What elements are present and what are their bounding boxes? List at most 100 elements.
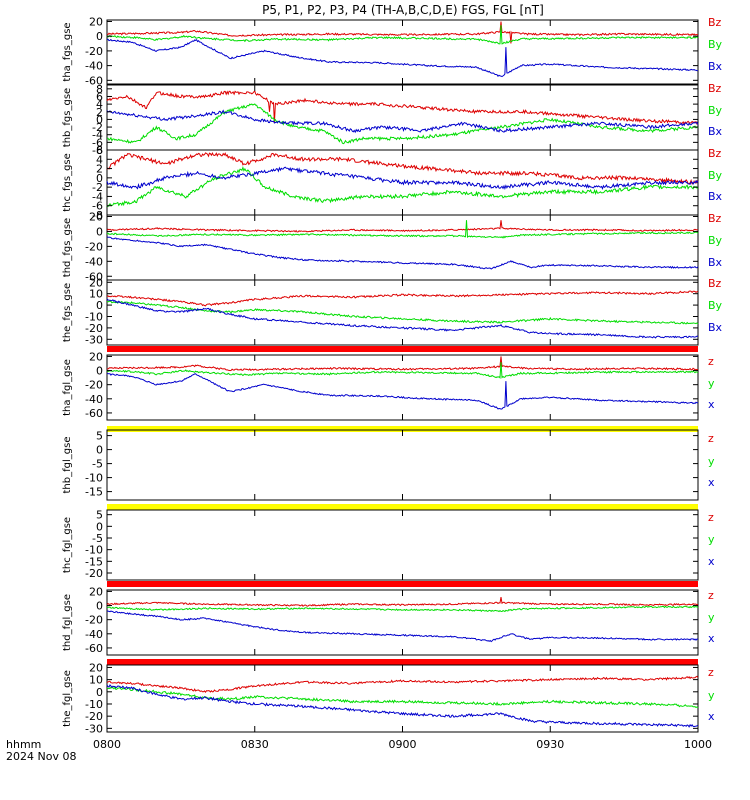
x-tick-label: 0830 [241,738,269,751]
date-label-hhmm: hhmm [6,738,41,751]
y-tick-label: -60 [85,407,103,420]
panel-tha_fgl_gse: 20 0-20-40-60 tha_fgl_gse zyx [62,350,715,432]
legend-entry-z: z [708,666,714,679]
y-axis-label: thc_fgs_gse [62,153,73,212]
legend-entry-z: z [708,432,714,445]
y-tick-label: -10 [85,544,103,557]
y-tick-label: -5 [92,532,103,545]
status-bar-red [107,346,698,352]
legend-entry-x: x [708,632,715,645]
panel-tha_fgs_gse: 20 0 -20 -40-60 tha_fgs_gse Bz By Bx [62,15,723,87]
y-tick-label: -15 [85,486,103,499]
legend-entry-By: By [708,234,723,247]
y-tick-label: 4 [96,98,103,111]
series-line-z [106,597,699,607]
series-line-Bx [106,298,699,339]
legend-entry-y: y [708,533,715,546]
y-tick-label: 5 [96,509,103,522]
y-tick-label: 0 [96,113,103,126]
y-tick-label: -20 [85,240,103,253]
series-line-By [106,300,699,325]
y-tick-label: 0 [96,172,103,185]
series-line-Bz [106,21,699,44]
legend-entry-Bx: Bx [708,321,723,334]
y-tick-label: -6 [92,136,103,149]
x-tick-label: 0900 [389,738,417,751]
panel-frame [106,19,699,85]
legend-entry-x: x [708,710,715,723]
y-tick-label: -10 [85,310,103,323]
y-tick-label: 0 [96,299,103,312]
series-line-By [107,103,699,145]
series-line-x [107,373,699,410]
y-axis-label: tha_fgl_gse [62,359,73,416]
y-tick-label: 4 [96,153,103,166]
legend-entry-Bz: Bz [708,147,722,160]
y-axis-label: thd_fgl_gse [62,594,73,651]
series-line-x [106,610,699,643]
status-bar-yellow [107,426,698,432]
legend-entry-Bz: Bz [708,82,722,95]
legend-entry-y: y [708,611,715,624]
legend-entry-Bx: Bx [708,190,723,203]
status-bar-red [107,581,698,587]
panel-frame [106,509,699,581]
y-tick-label: 0 [96,30,103,43]
y-tick-label: 20 [89,585,103,598]
legend-entry-Bx: Bx [708,60,723,73]
legend-entry-y: y [708,689,715,702]
series-line-z [106,356,699,372]
y-tick-label: -30 [85,333,103,346]
legend-entry-By: By [708,38,723,51]
y-tick-label: 0 [96,600,103,613]
y-axis-label: tha_fgs_gse [62,22,73,81]
y-tick-label: 5 [96,430,103,443]
y-axis-label: thd_fgs_gse [62,218,73,277]
y-tick-label: -6 [92,200,103,213]
y-tick-label: 20 [89,661,103,674]
y-tick-label: -40 [85,628,103,641]
x-tick-label: 1000 [684,738,712,751]
y-tick-label: 6 [96,144,103,157]
legend-entry-y: y [708,377,715,390]
y-axis-label: thb_fgl_gse [62,437,73,494]
y-tick-label: -40 [85,255,103,268]
legend-entry-Bz: Bz [708,277,722,290]
series-line-By [106,165,699,208]
series-line-z [106,675,699,694]
panel-frame [106,214,699,281]
series-line-y [106,686,699,709]
y-tick-label: -20 [85,567,103,580]
legend-entry-By: By [708,299,723,312]
y-axis-label: thc_fgl_gse [62,517,73,573]
y-tick-label: -10 [85,472,103,485]
panel-thc_fgl_gse: 50-5-10-15-20 thc_fgl_gse zyx [62,509,715,587]
panel-thd_fgl_gse: 20 0-20-40-60 thd_fgl_gse zyx [62,585,715,665]
series-line-Bx [106,109,699,134]
panel-thb_fgl_gse: 50-5-10-15 thb_fgl_gse zyx [62,429,715,510]
chart-title: P5, P1, P2, P3, P4 (TH-A,B,C,D,E) FGS, F… [262,3,544,17]
series-line-By [106,25,699,45]
y-tick-label: 2 [96,163,103,176]
legend-entry-z: z [708,511,714,524]
y-tick-label: 20 [89,210,103,223]
y-axis-label: the_fgl_gse [62,670,73,727]
y-tick-label: -8 [92,144,103,157]
y-axis-label: thb_fgs_gse [62,88,73,147]
series-line-y [106,362,699,380]
y-tick-label: 6 [96,90,103,103]
y-tick-label: 10 [89,674,103,687]
y-tick-label: -8 [92,209,103,222]
y-tick-label: 0 [96,444,103,457]
legend-entry-y: y [708,455,715,468]
panel-frame [106,589,699,656]
series-line-Bz [106,220,699,233]
y-tick-label: 20 [89,15,103,28]
legend-entry-x: x [708,398,715,411]
y-tick-label: -10 [85,698,103,711]
legend-entry-By: By [708,169,723,182]
